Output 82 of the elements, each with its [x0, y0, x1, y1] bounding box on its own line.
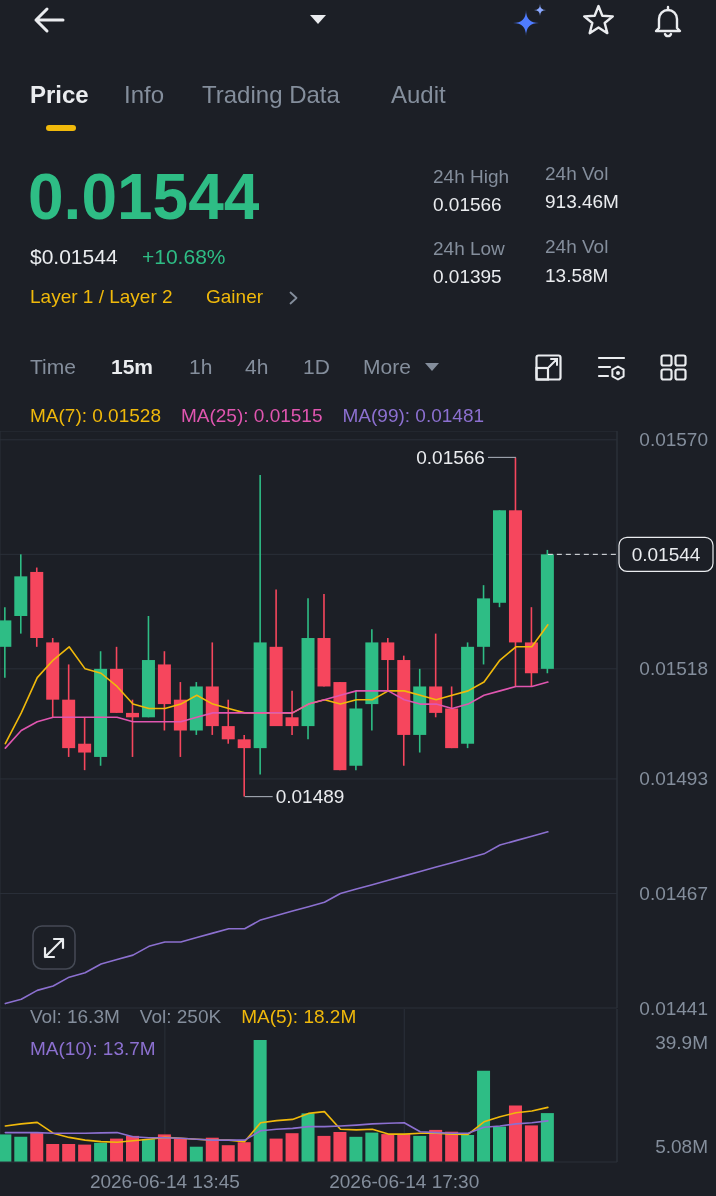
- bar: [269, 1138, 283, 1162]
- bar: [524, 1125, 538, 1162]
- x-tick-label: 2026-06-14 13:45: [89, 1170, 240, 1192]
- bar: [253, 1039, 267, 1162]
- bar: [157, 1134, 171, 1162]
- text: 24h High: [433, 166, 510, 188]
- text: More: [363, 354, 411, 380]
- bar: [493, 1126, 506, 1162]
- annotation: Vol: 16.3M: [30, 1005, 120, 1029]
- candlestick: [237, 734, 251, 798]
- bar: [94, 1142, 108, 1162]
- bar: [173, 1138, 187, 1162]
- text: 24h Low: [433, 238, 505, 260]
- bar: [189, 1146, 203, 1162]
- candlestick: [381, 637, 395, 692]
- bar: [62, 1144, 76, 1162]
- text: 15m: [111, 354, 154, 380]
- text: Audit: [391, 81, 446, 109]
- bar: [508, 1105, 522, 1162]
- line-series: [4, 831, 549, 1005]
- y-tick-label: 39.9M: [655, 1031, 708, 1053]
- text: 1h: [189, 354, 213, 380]
- text: MA(99): 0.01481: [342, 404, 485, 428]
- text: 13.58M: [545, 265, 609, 287]
- text: Layer 1 / Layer 2: [30, 286, 173, 308]
- annotation: 0.01566: [416, 446, 485, 468]
- y-tick-label: 0.01441: [639, 997, 708, 1019]
- bar: [78, 1144, 92, 1162]
- bar: [14, 1136, 28, 1162]
- bar: [285, 1133, 299, 1162]
- bar: [349, 1136, 363, 1162]
- bar: [413, 1135, 427, 1162]
- text: Price: [30, 81, 89, 109]
- text: MA(25): 0.01515: [180, 404, 323, 428]
- ref-line-label: 0.01544: [631, 543, 701, 565]
- bar: [221, 1145, 235, 1162]
- line-series: [4, 681, 549, 749]
- text: Time: [30, 354, 76, 380]
- y-tick-label: 0.01570: [639, 429, 708, 451]
- text: 0.01395: [433, 266, 502, 288]
- candlestick: [126, 698, 139, 758]
- text: MA(7): 0.01528: [30, 404, 161, 428]
- annotation: Vol: 250K: [139, 1005, 222, 1029]
- bar: [429, 1129, 443, 1162]
- candlestick: [221, 698, 235, 745]
- bar: [30, 1132, 44, 1162]
- y-tick-label: 0.01518: [639, 658, 708, 680]
- y-tick-label: 5.08M: [655, 1136, 708, 1158]
- bar: [141, 1139, 155, 1162]
- bar: [46, 1144, 60, 1162]
- text: Trading Data: [202, 81, 340, 109]
- bar: [365, 1132, 379, 1162]
- bar: [237, 1142, 251, 1162]
- text: Info: [124, 81, 165, 109]
- line-series: [4, 1120, 549, 1141]
- annotation: 0.01489: [275, 786, 345, 808]
- text: 1D: [303, 354, 330, 380]
- text: +10.68%: [142, 244, 226, 270]
- bar: [317, 1135, 331, 1162]
- bar: [0, 1134, 12, 1162]
- bar: [333, 1132, 347, 1162]
- text: MA(5): 18.2M: [241, 1005, 357, 1029]
- text: 4h: [245, 354, 269, 380]
- bar: [461, 1135, 475, 1162]
- text: 0.01566: [433, 194, 502, 216]
- bar: [540, 1113, 554, 1162]
- x-tick-label: 2026-06-14 17:30: [329, 1170, 480, 1192]
- text: Gainer: [206, 286, 264, 308]
- text: 24h Vol: [545, 236, 609, 258]
- text: 24h Vol: [545, 163, 609, 185]
- candlestick: [285, 690, 299, 736]
- bar: [397, 1134, 411, 1162]
- text: 0.01544: [28, 161, 260, 235]
- y-tick-label: 0.01493: [639, 768, 708, 790]
- bar: [477, 1070, 491, 1162]
- bar: [301, 1113, 315, 1162]
- text: MA(10): 13.7M: [30, 1037, 156, 1061]
- text: $0.01544: [30, 244, 118, 270]
- candlestick: [78, 716, 92, 771]
- text: 913.46M: [545, 191, 619, 213]
- y-tick-label: 0.01467: [639, 882, 708, 904]
- bar: [381, 1134, 395, 1162]
